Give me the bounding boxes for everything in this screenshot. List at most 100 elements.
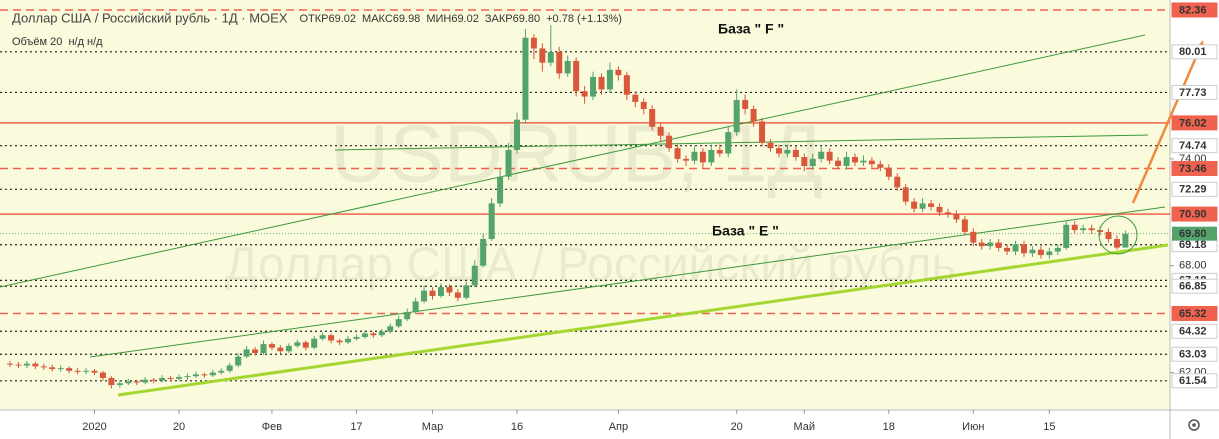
candle-body <box>1113 239 1120 248</box>
level-label: 69.18 <box>1179 239 1207 251</box>
candle-body <box>302 342 309 348</box>
candle-body <box>252 349 259 354</box>
candle-body <box>919 203 926 209</box>
candle-body <box>944 212 951 215</box>
candle-body <box>674 148 681 159</box>
candle-body <box>116 383 123 386</box>
candle-body <box>792 149 799 158</box>
settings-icon[interactable] <box>1188 419 1200 431</box>
candle-body <box>1046 251 1053 256</box>
level-label: 63.03 <box>1179 349 1207 361</box>
candle-body <box>809 158 816 166</box>
candle-body <box>235 356 242 366</box>
candle-body <box>226 365 233 371</box>
level-tag <box>1171 305 1218 321</box>
candles <box>7 25 1129 389</box>
candle-body <box>159 377 166 381</box>
level-label: 74.74 <box>1179 140 1207 152</box>
candle-body <box>505 149 512 177</box>
candle-body <box>319 335 326 339</box>
candle-body <box>1063 224 1070 248</box>
candle-body <box>564 60 571 74</box>
candle-body <box>615 69 622 76</box>
candle-body <box>370 333 377 336</box>
y-tick-label: 68.00 <box>1179 260 1207 272</box>
candle-body <box>268 344 275 348</box>
candle-body <box>767 142 774 149</box>
candle-body <box>49 367 56 370</box>
candle-body <box>446 287 453 293</box>
candle-body <box>1021 244 1027 254</box>
candle-body <box>311 338 318 348</box>
highlight-circle <box>1098 215 1138 255</box>
candle-body <box>750 109 757 122</box>
level-label: 66.85 <box>1179 281 1207 293</box>
candle-body <box>150 379 157 381</box>
settings-gear[interactable] <box>1188 419 1200 431</box>
candle-body <box>184 376 191 378</box>
candle-body <box>201 374 208 376</box>
candle-body <box>361 333 368 337</box>
candle-body <box>961 219 968 232</box>
candle-body <box>294 342 301 346</box>
level-label: 77.73 <box>1179 87 1207 99</box>
candle-body <box>328 335 335 341</box>
x-tick-label: Фев <box>262 421 282 433</box>
candle-body <box>1105 231 1112 240</box>
settings-gear-center <box>1192 423 1196 427</box>
candle-body <box>345 338 351 343</box>
level-label: 80.01 <box>1179 46 1207 58</box>
candle-body <box>353 336 360 339</box>
candle-body <box>725 132 732 154</box>
candle-body <box>902 187 909 202</box>
candle-body <box>987 242 994 247</box>
level-label: 65.32 <box>1179 308 1207 320</box>
candle-body <box>429 290 436 297</box>
candle-body <box>1122 233 1129 248</box>
channel-line <box>0 34 1146 288</box>
candle-body <box>953 214 960 220</box>
candle-body <box>99 372 106 378</box>
candle-body <box>877 164 884 168</box>
candle-body <box>395 319 402 327</box>
level-label: 70.90 <box>1179 208 1207 220</box>
level-tag <box>1171 373 1218 389</box>
candle-body <box>683 158 689 161</box>
level-tag <box>1171 346 1218 362</box>
candle-body <box>742 100 749 110</box>
level-label: 64.32 <box>1179 326 1207 338</box>
volume-legend: Объём 20 н/д н/д <box>12 36 103 48</box>
level-label: 76.02 <box>1179 117 1207 129</box>
x-tick-label: Июн <box>962 421 984 433</box>
level-tag <box>1171 206 1218 222</box>
candle-body <box>632 94 639 102</box>
x-tick-label: Мар <box>422 421 444 433</box>
candle-body <box>23 363 30 366</box>
candle-body <box>539 48 546 63</box>
candle-body <box>167 377 174 379</box>
candle-body <box>1071 224 1078 231</box>
candle-body <box>421 290 428 302</box>
drawings <box>0 34 1169 397</box>
candle-body <box>125 381 132 384</box>
candle-body <box>108 377 115 386</box>
forecast-arrow <box>1131 47 1202 204</box>
candle-body <box>995 242 1002 248</box>
level-tag <box>1171 138 1218 154</box>
candle-body <box>1054 247 1061 252</box>
candle-body <box>911 201 918 209</box>
level-tag <box>1171 84 1218 100</box>
x-tick-label: 16 <box>511 421 523 433</box>
candle-body <box>556 52 563 74</box>
legend-item: МАКС69.98 <box>362 13 420 25</box>
support-line <box>117 243 1169 397</box>
candle-body <box>1088 228 1095 231</box>
chart-title: Доллар США / Российский рубль · 1Д · MOE… <box>12 10 288 25</box>
candle-body <box>716 149 723 154</box>
level-tag <box>1171 2 1218 18</box>
candle-body <box>1029 249 1036 254</box>
candle-body <box>818 151 825 159</box>
candle-body <box>32 363 39 367</box>
legend-item: ОТКР69.02 <box>300 13 357 25</box>
